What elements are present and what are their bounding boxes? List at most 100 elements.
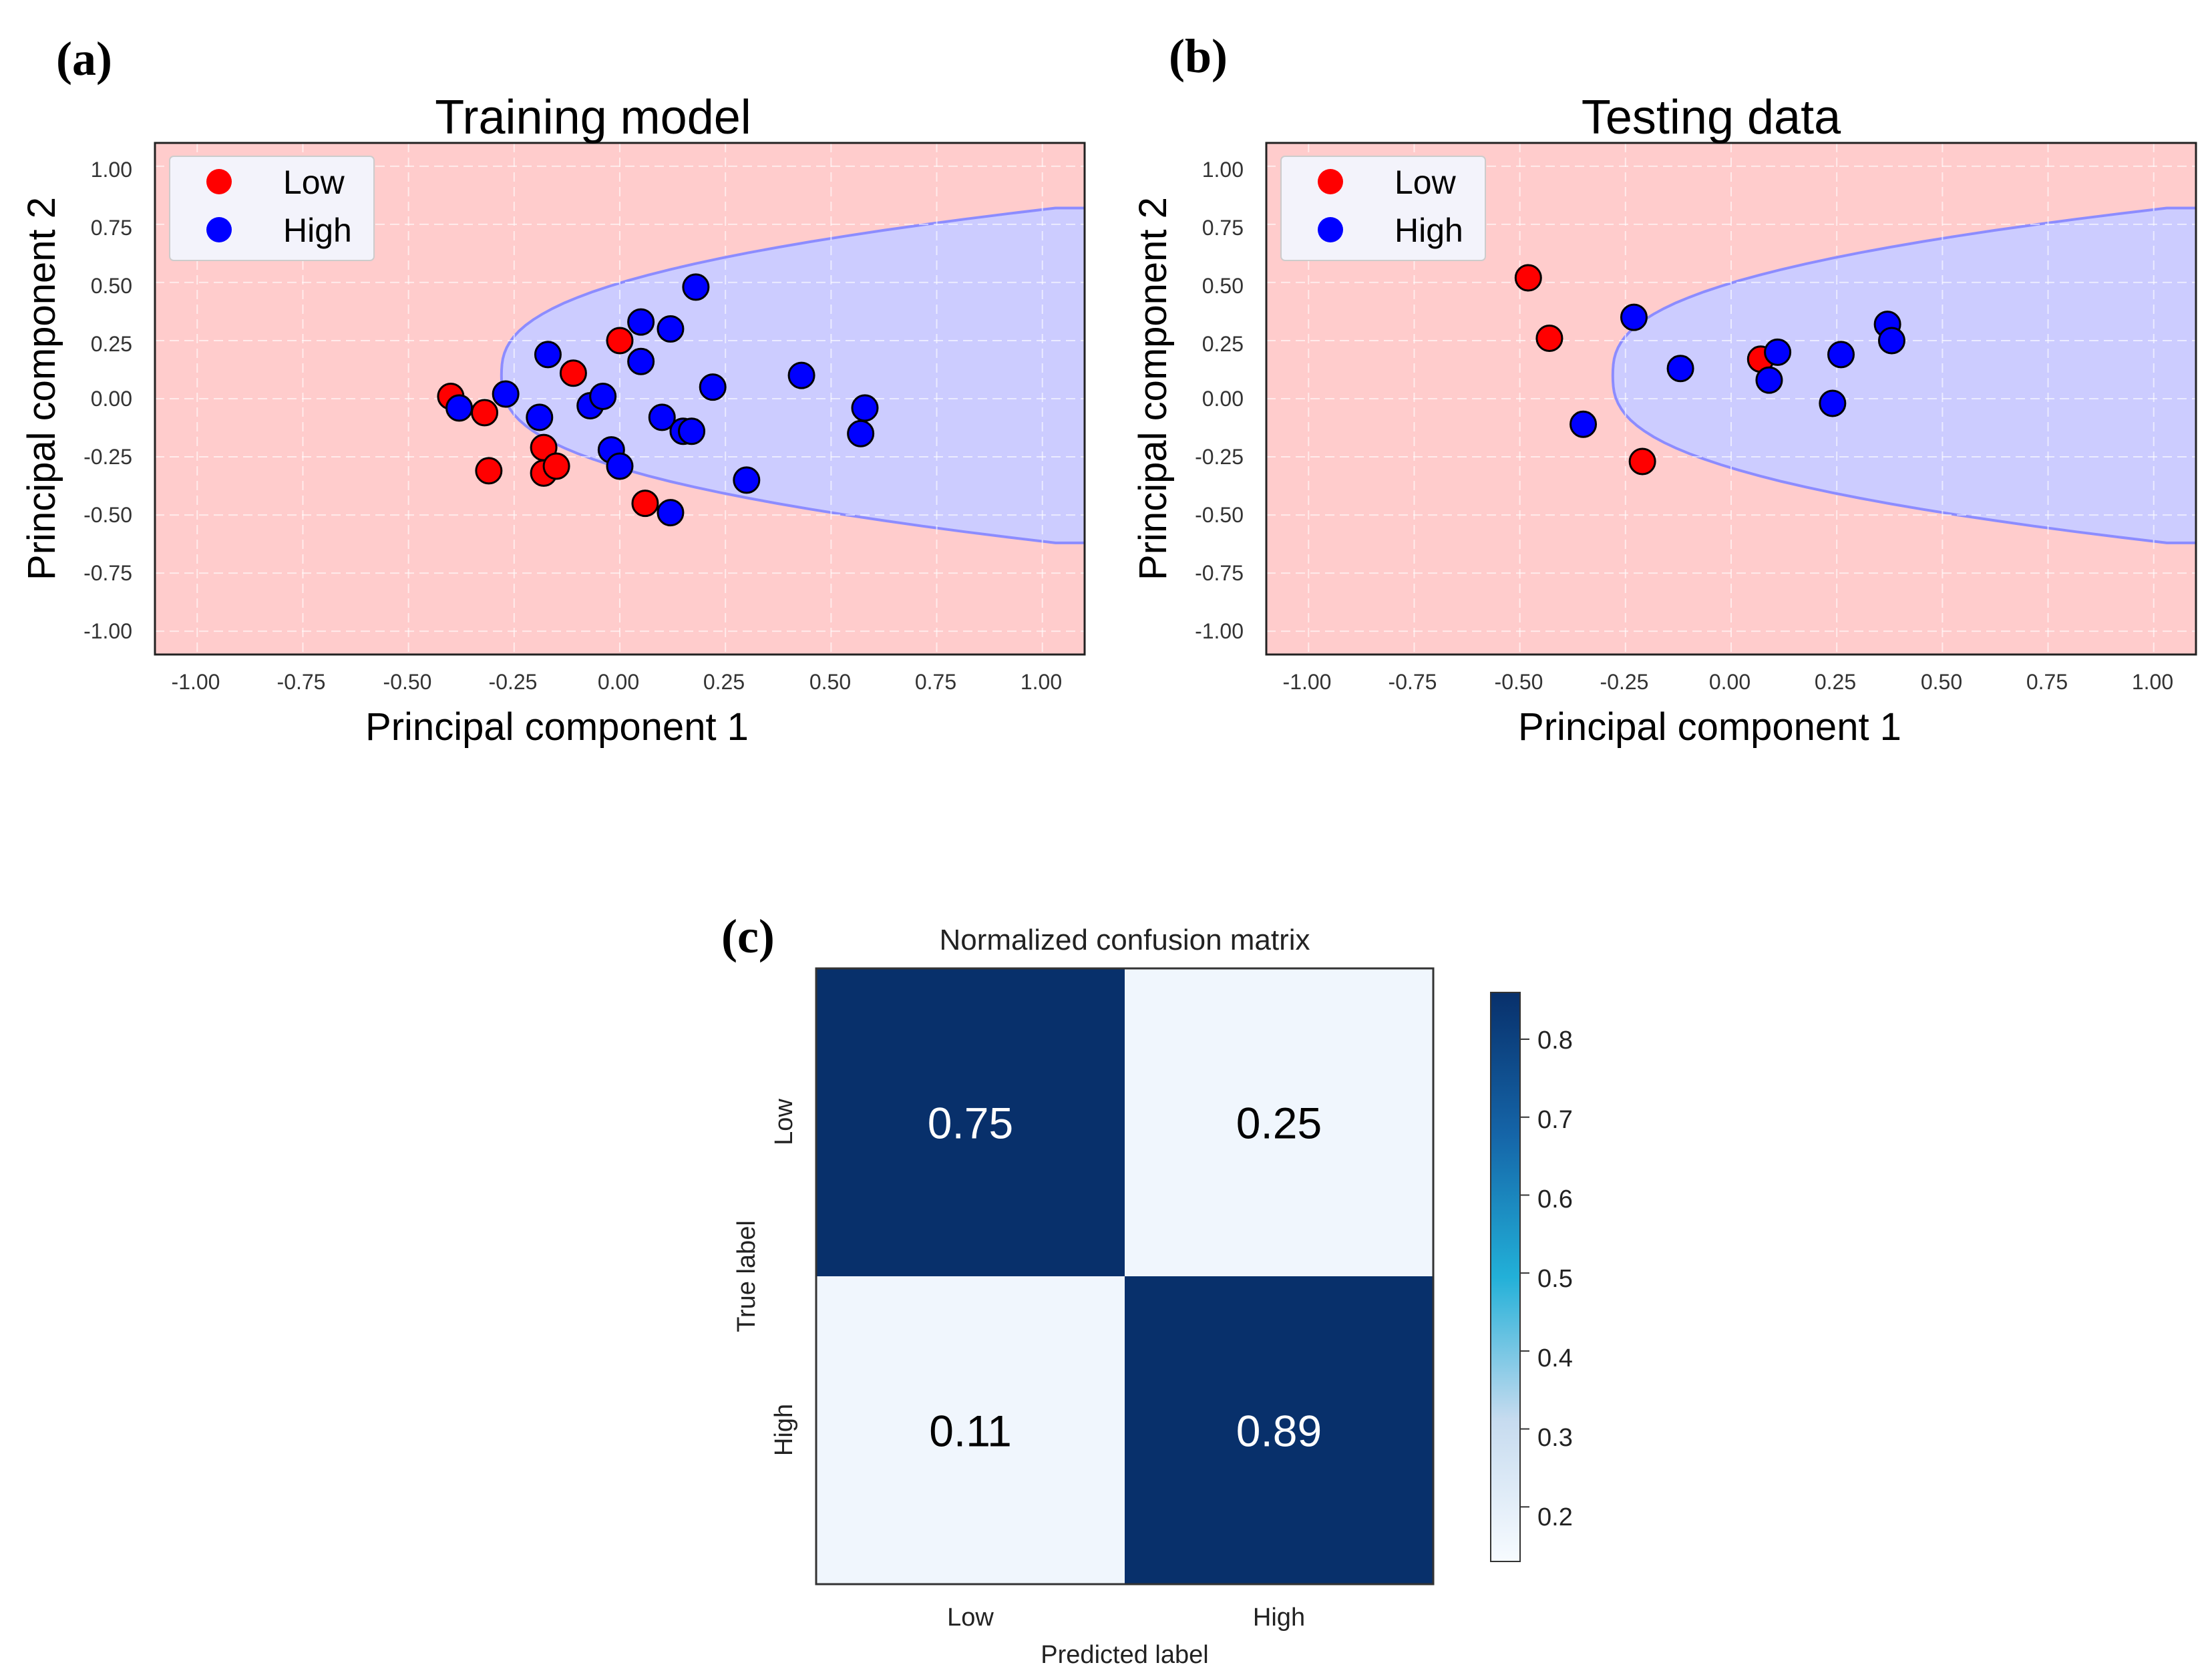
testing-ytick: 0.25 [1202, 332, 1244, 356]
training-ytick: -0.25 [83, 445, 132, 469]
colorbar-tick-label: 0.8 [1537, 1027, 1573, 1055]
testing-xtick: 0.50 [1921, 670, 1962, 694]
scatter-point-high [445, 394, 474, 422]
scatter-point-high [787, 361, 815, 389]
training-ytick: 0.50 [91, 274, 132, 298]
testing-xtick: 0.75 [2026, 670, 2068, 694]
testing-xtick: -0.75 [1389, 670, 1437, 694]
confusion-ytick: High [770, 1404, 798, 1456]
training-yticks: 1.00 0.75 0.50 0.25 0.00 -0.25 -0.50 -0.… [83, 158, 132, 643]
scatter-point-high [657, 499, 685, 527]
confusion-matrix-chart: Normalized confusion matrix 0.75 0.25 0.11… [733, 924, 1573, 1669]
confusion-cell-value: 0.11 [929, 1407, 1012, 1456]
testing-xticks: -1.00 -0.75 -0.50 -0.25 0.00 0.25 0.50 0… [1283, 670, 2174, 694]
training-xtick: 0.00 [598, 670, 639, 694]
confusion-cell [1125, 1276, 1433, 1584]
testing-ylabel: Principal component 2 [1131, 197, 1175, 580]
training-xtick: -1.00 [172, 670, 220, 694]
scatter-point-low [1535, 324, 1563, 352]
testing-chart: Testing data -1.00 -0.75 -0.50 -0.25 0.0… [1131, 91, 2197, 749]
scatter-point-low [559, 359, 587, 387]
colorbar-tick-label: 0.4 [1537, 1344, 1573, 1372]
scatter-point-high [1666, 355, 1694, 383]
legend-low-label: Low [1395, 164, 1457, 201]
scatter-point-high [534, 341, 562, 369]
testing-title: Testing data [1582, 91, 1841, 144]
testing-xlabel: Principal component 1 [1518, 705, 1901, 749]
scatter-point-high [1764, 338, 1792, 366]
confusion-cell-value: 0.89 [1236, 1407, 1322, 1456]
scatter-point-low [471, 399, 499, 427]
testing-decision-region-high [1611, 206, 2196, 544]
colorbar-gradient [1490, 992, 1521, 1562]
scatter-point-high [1570, 410, 1598, 438]
scatter-point-high [699, 373, 727, 401]
confusion-xlabel: Predicted label [1041, 1641, 1208, 1669]
training-ytick: -0.75 [83, 561, 132, 585]
panel-label-c: (c) [721, 910, 775, 963]
colorbar-tick-label: 0.6 [1537, 1185, 1573, 1214]
confusion-cell-value: 0.25 [1236, 1099, 1322, 1148]
scatter-point-high [606, 452, 634, 480]
testing-ytick: -1.00 [1195, 619, 1244, 643]
confusion-cell [1125, 968, 1433, 1276]
testing-xtick: 0.25 [1815, 670, 1856, 694]
scatter-point-low [606, 327, 634, 355]
testing-ytick: 0.00 [1202, 387, 1244, 411]
scatter-point-high [682, 273, 710, 301]
scatter-point-high [1620, 303, 1648, 331]
colorbar-tick-label: 0.5 [1537, 1265, 1573, 1293]
training-points [437, 273, 879, 527]
legend-low-label: Low [283, 164, 345, 201]
panel-label-b: (b) [1169, 29, 1228, 83]
scatter-point-high [648, 403, 676, 431]
training-chart: Training model -1.00 -0.75 -0.50 -0.25 0… [20, 91, 1086, 749]
training-legend: Low High [169, 156, 375, 261]
scatter-point-high [1819, 389, 1847, 417]
training-ylabel: Principal component 2 [20, 197, 63, 580]
scatter-point-high [1755, 366, 1783, 394]
colorbar-tick-label: 0.2 [1537, 1503, 1573, 1531]
training-xticks: -1.00 -0.75 -0.50 -0.25 0.00 0.25 0.50 0… [172, 670, 1063, 694]
colorbar-tick-label: 0.7 [1537, 1106, 1573, 1134]
scatter-point-high [492, 380, 520, 408]
training-ytick: 1.00 [91, 158, 132, 182]
scatter-point-low [1514, 264, 1542, 292]
scatter-point-high [627, 347, 655, 375]
training-plot-frame [154, 142, 1086, 656]
testing-xtick: -1.00 [1283, 670, 1332, 694]
training-xtick: 1.00 [1021, 670, 1062, 694]
scatter-point-high [678, 417, 706, 445]
scatter-point-high [657, 315, 685, 343]
testing-legend: Low High [1280, 156, 1486, 261]
scatter-point-high [733, 466, 761, 494]
testing-xtick: -0.25 [1600, 670, 1649, 694]
training-xtick: -0.25 [489, 670, 538, 694]
testing-ytick: 0.50 [1202, 274, 1244, 298]
training-xtick: -0.75 [277, 670, 326, 694]
training-xtick: 0.50 [809, 670, 851, 694]
legend-low-marker [1318, 169, 1343, 194]
panel-label-a: (a) [56, 32, 112, 85]
training-xlabel: Principal component 1 [365, 705, 749, 749]
scatter-point-low [542, 452, 570, 480]
colorbar-ticks [1520, 1039, 1529, 1508]
testing-xtick: 0.00 [1709, 670, 1750, 694]
training-xtick: 0.25 [703, 670, 745, 694]
training-ytick: -1.00 [83, 619, 132, 643]
legend-high-label: High [283, 212, 352, 249]
training-ytick: 0.75 [91, 216, 132, 240]
scatter-point-low [475, 457, 503, 485]
confusion-colorbar: 0.8 0.7 0.6 0.5 0.4 0.3 0.2 [1490, 992, 1573, 1562]
confusion-cell-value: 0.75 [928, 1099, 1013, 1148]
scatter-point-high [1877, 327, 1905, 355]
confusion-cells: 0.75 0.25 0.11 0.89 [816, 968, 1433, 1584]
testing-grid [1266, 143, 2196, 655]
confusion-ytick: Low [770, 1099, 798, 1145]
legend-high-marker [206, 217, 232, 242]
confusion-cell [816, 968, 1125, 1276]
testing-points [1514, 264, 1905, 476]
testing-xtick: -0.50 [1495, 670, 1543, 694]
confusion-ylabel: True label [733, 1220, 761, 1332]
